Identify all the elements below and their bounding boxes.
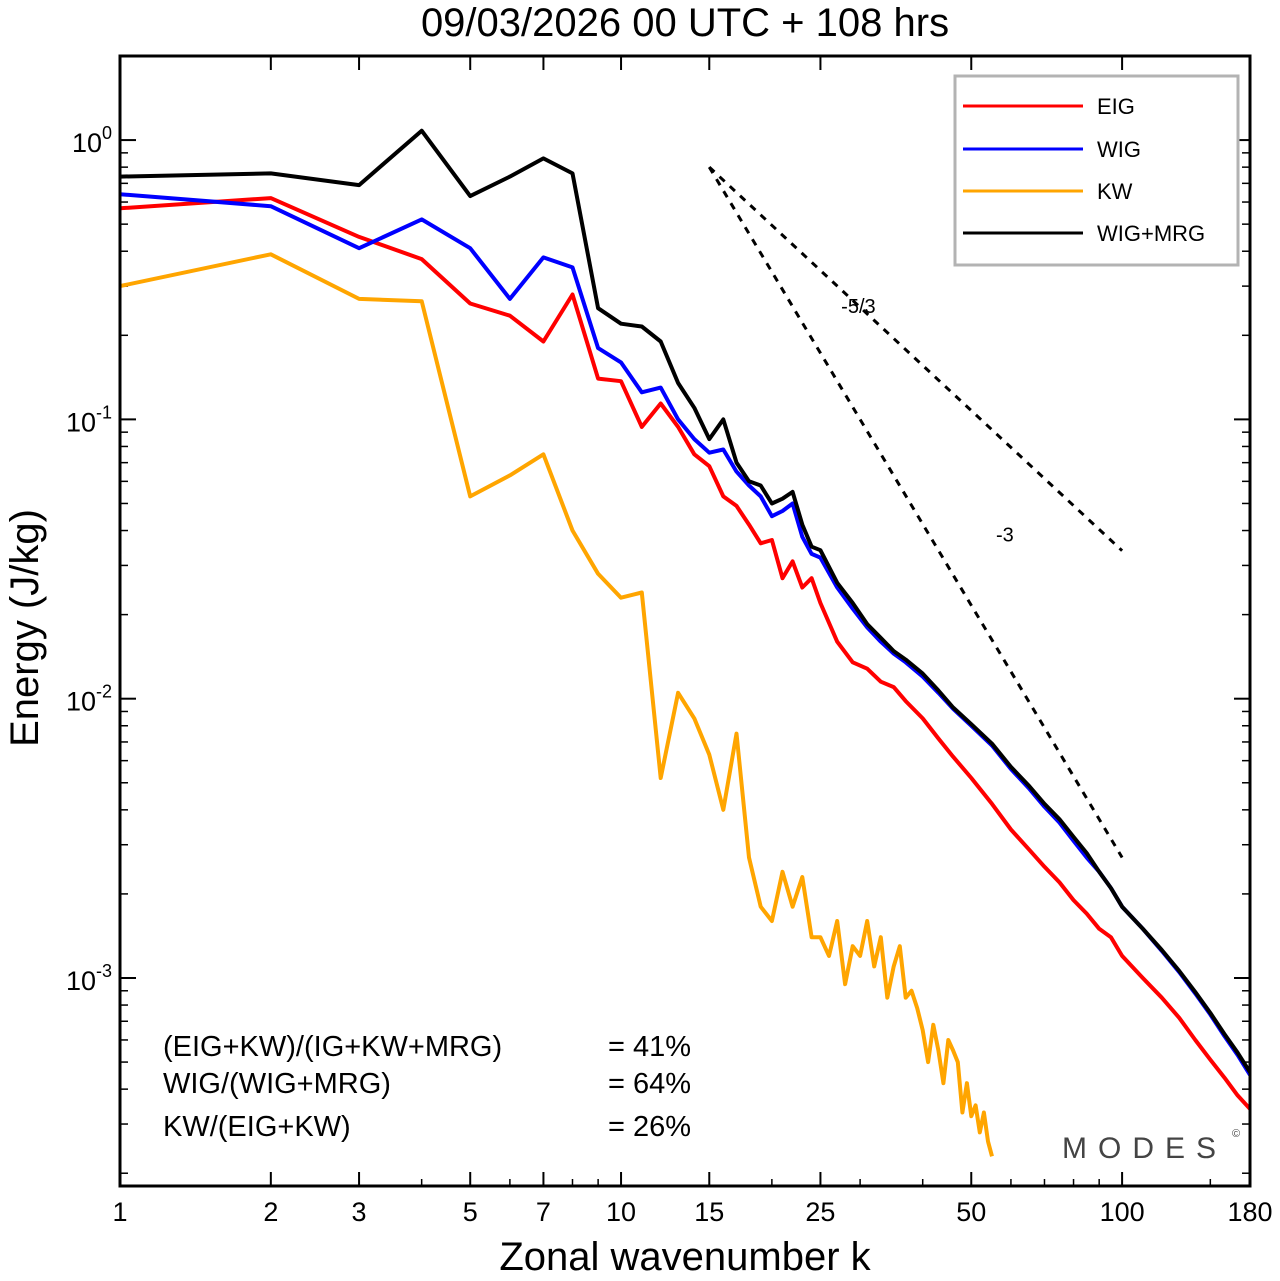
y-tick-label: 10-2 — [66, 682, 112, 717]
y-tick-label: 10-3 — [66, 961, 112, 996]
ratio-statistics: (EIG+KW)/(IG+KW+MRG) = 41% WIG/(WIG+MRG)… — [163, 1031, 691, 1143]
x-tick-label: 3 — [352, 1197, 367, 1227]
stat-value-wig: = 64% — [608, 1068, 691, 1100]
x-tick-label: 2 — [263, 1197, 278, 1227]
x-tick-label: 100 — [1100, 1197, 1145, 1227]
series-line-eig — [120, 196, 1250, 1111]
series-line-wig-mrg — [120, 128, 1250, 1074]
x-tick-label: 180 — [1227, 1197, 1272, 1227]
legend: EIG WIG KW WIG+MRG — [953, 74, 1240, 267]
x-tick-label: 25 — [805, 1197, 835, 1227]
stat-value-kw: = 26% — [608, 1111, 691, 1143]
x-tick-label: 5 — [463, 1197, 478, 1227]
x-axis-label: Zonal wavenumber k — [499, 1235, 871, 1279]
x-tick-label: 7 — [536, 1197, 551, 1227]
y-tick-label: 10-1 — [66, 402, 112, 437]
data-series — [120, 128, 1250, 1157]
legend-label-eig: EIG — [1097, 94, 1135, 119]
x-tick-label: 50 — [956, 1197, 986, 1227]
legend-label-kw: KW — [1097, 179, 1133, 204]
modes-logo: MODES — [1062, 1132, 1227, 1165]
y-axis-label: Energy (J/kg) — [3, 509, 47, 747]
x-tick-label: 1 — [112, 1197, 127, 1227]
stat-value-eig-kw: = 41% — [608, 1031, 691, 1063]
y-tick-label: 100 — [72, 123, 112, 158]
x-tick-label: 15 — [694, 1197, 724, 1227]
slope-label: -3 — [996, 525, 1014, 547]
stat-label-wig: WIG/(WIG+MRG) — [163, 1068, 391, 1100]
series-line-wig — [120, 192, 1250, 1076]
plot-frame — [118, 54, 1252, 1188]
x-tick-label: 10 — [606, 1197, 636, 1227]
slope-reference-lines: -5/3 -3 — [707, 166, 1124, 859]
legend-label-wig-mrg: WIG+MRG — [1097, 221, 1205, 246]
series-line-kw — [120, 252, 994, 1157]
chart-title: 09/03/2026 00 UTC + 108 hrs — [421, 1, 949, 45]
stat-label-kw: KW/(EIG+KW) — [163, 1111, 351, 1143]
copyright-mark: © — [1232, 1128, 1240, 1140]
slope-label: -5/3 — [841, 296, 875, 318]
stat-label-eig-kw: (EIG+KW)/(IG+KW+MRG) — [163, 1031, 502, 1063]
slope-line-minus-5-3 — [708, 166, 1124, 552]
legend-label-wig: WIG — [1097, 137, 1141, 162]
